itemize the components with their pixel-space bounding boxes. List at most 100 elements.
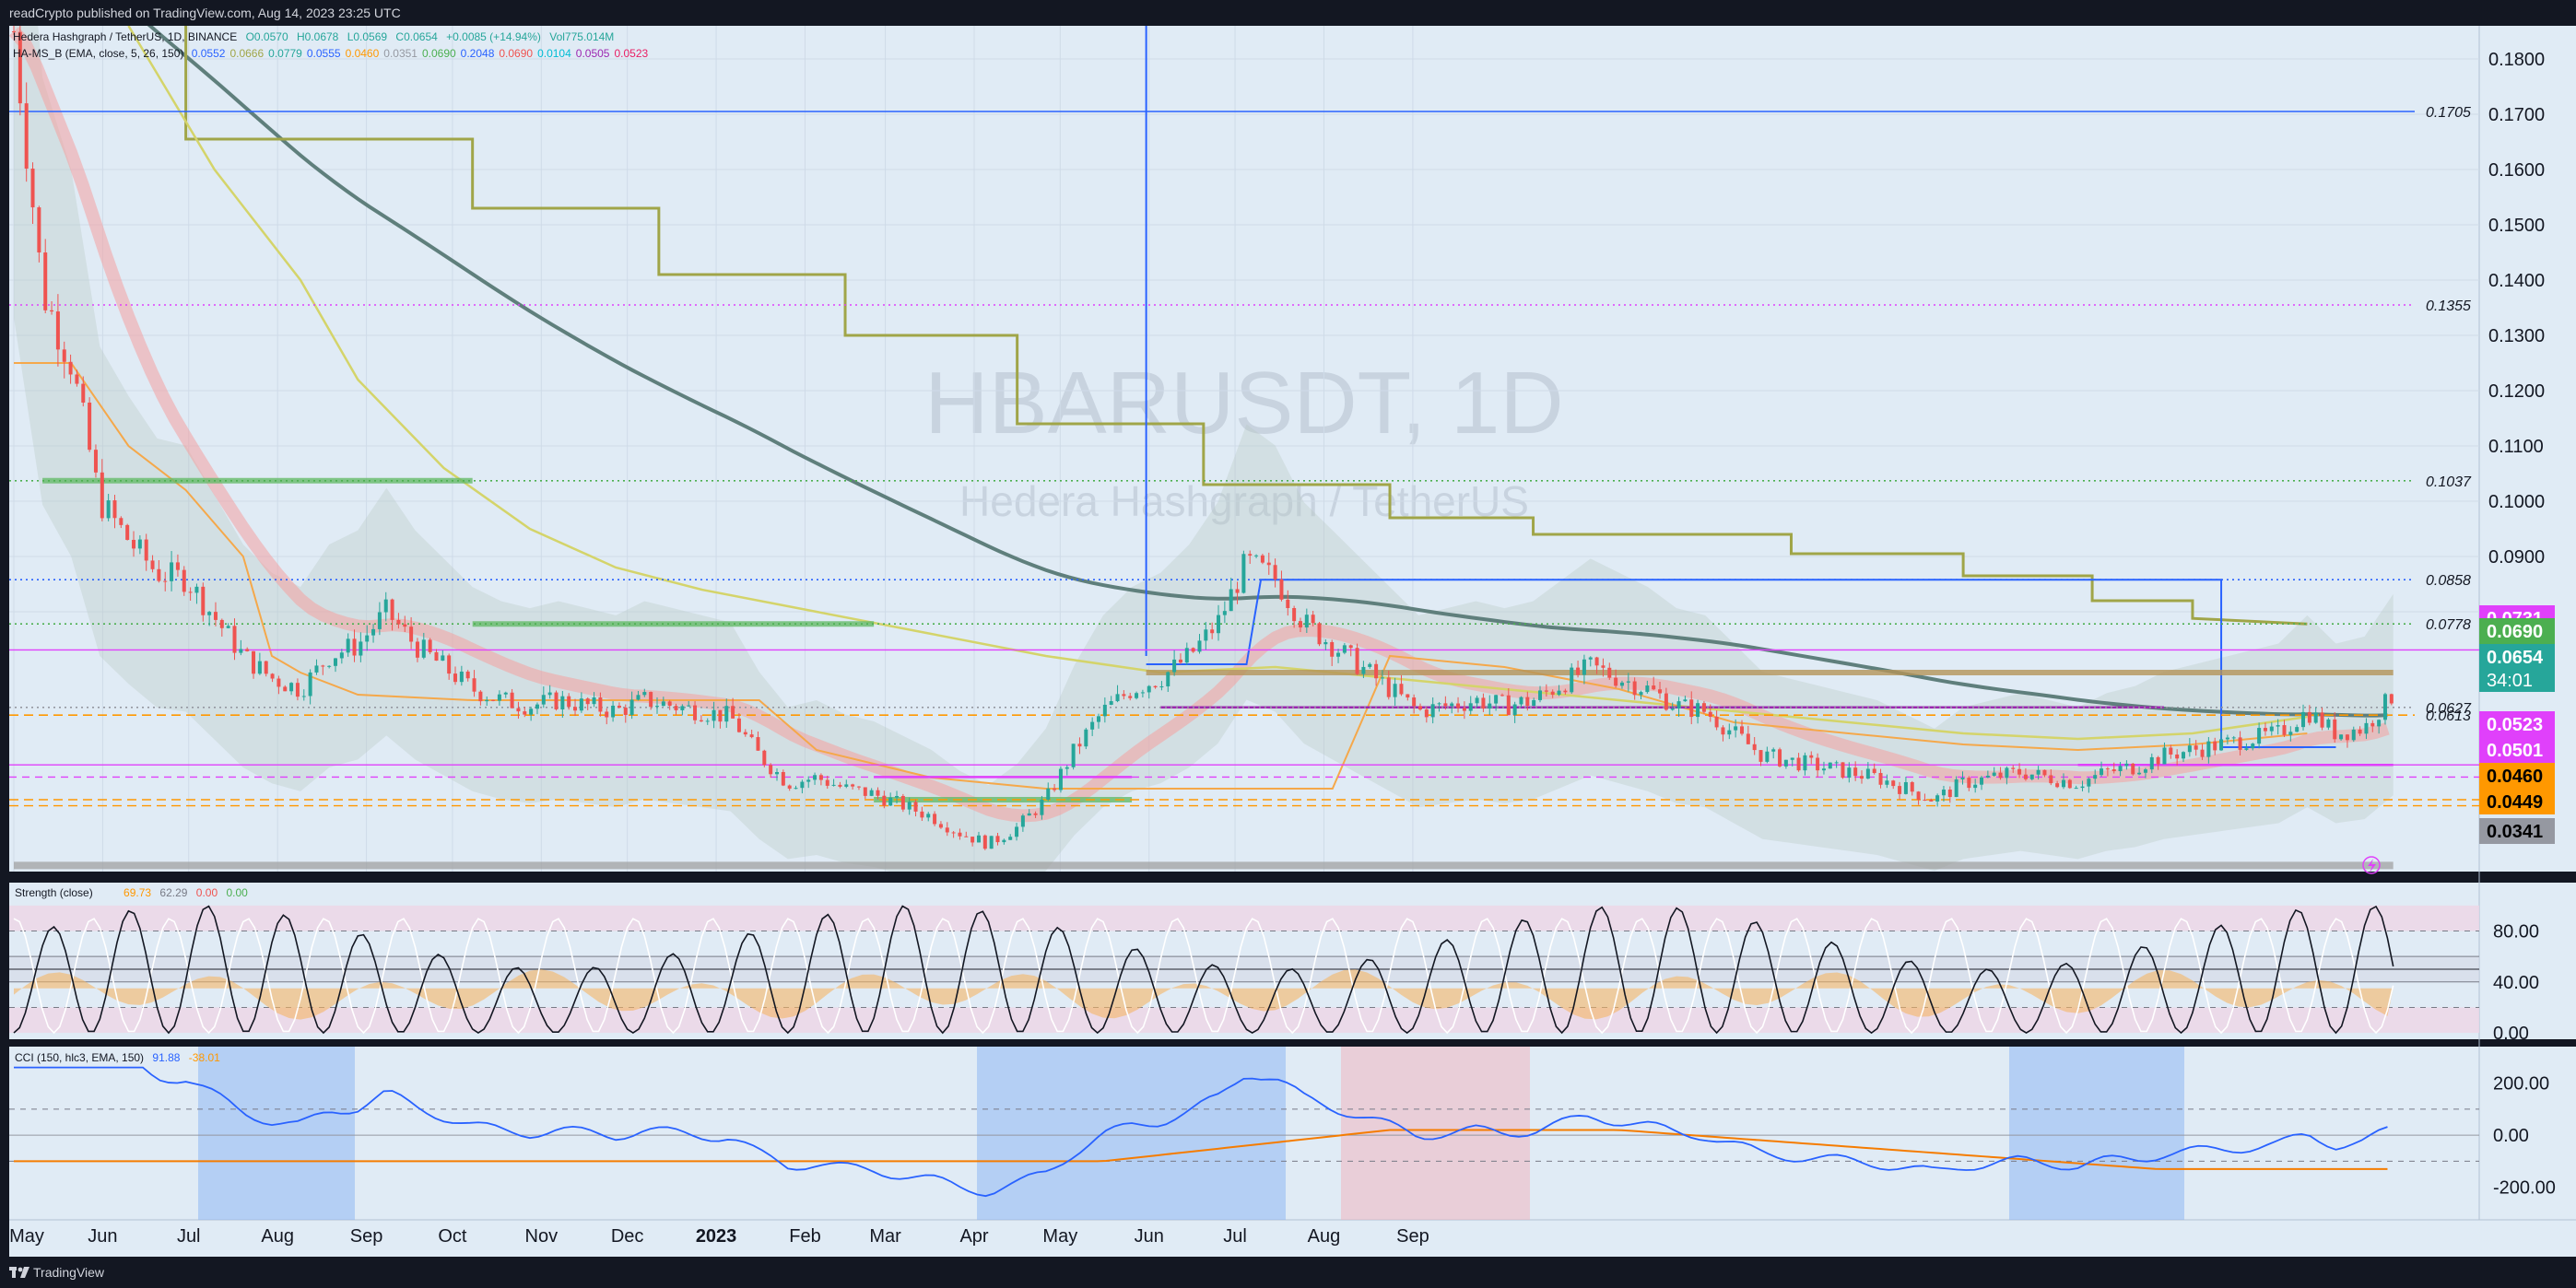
watermark-symbol: HBARUSDT, 1D — [924, 354, 1563, 452]
price-tick-label: 0.1500 — [2488, 216, 2545, 236]
publisher-caption: readCrypto published on TradingView.com,… — [9, 6, 401, 20]
legend-indicator-value: 0.0104 — [537, 47, 571, 60]
legend-volume: Vol775.014M — [549, 30, 614, 43]
legend-open: O0.0570 — [246, 30, 288, 43]
time-tick-label: Aug — [261, 1226, 294, 1247]
legend-indicator-value: 0.0505 — [576, 47, 610, 60]
time-tick-label: Dec — [611, 1226, 644, 1247]
strength-title: Strength (close) — [15, 886, 93, 899]
price-tick-label: 0.1200 — [2488, 381, 2545, 402]
legend-symbol: Hedera Hashgraph / TetherUS, 1D, BINANCE — [13, 30, 237, 43]
time-axis[interactable] — [9, 1220, 2576, 1257]
legend-indicator-value: 0.0779 — [268, 47, 302, 60]
countdown-label: 34:01 — [2487, 671, 2533, 691]
level-label: 0.1355 — [2426, 299, 2471, 314]
price-tag-label: 0.0654 — [2487, 648, 2544, 668]
legend-main: Hedera Hashgraph / TetherUS, 1D, BINANCE… — [13, 30, 649, 60]
legend-indicator-value: 0.2048 — [461, 47, 495, 60]
time-axis-labels: May Jun Jul Aug Sep Oct Nov Dec 2023 Feb Mar Apr May… — [9, 1226, 1429, 1247]
legend-close: C0.0654 — [395, 30, 438, 43]
lightning-icon[interactable] — [2362, 856, 2381, 874]
level-label: 0.0627 — [2426, 701, 2472, 717]
price-tick-label: 0.0900 — [2488, 547, 2545, 568]
legend-indicator-value: 0.0460 — [346, 47, 380, 60]
price-tag — [2479, 763, 2555, 789]
strength-val-3: 0.00 — [196, 886, 218, 899]
time-tick-label: Nov — [525, 1226, 559, 1247]
time-tick-label: Sep — [350, 1226, 383, 1247]
level-label: 0.1705 — [2426, 105, 2471, 121]
svg-text:HA-MS_B (EMA, close, 5, 26, 15: HA-MS_B (EMA, close, 5, 26, 150) 0.0552 0… — [13, 47, 649, 60]
strength-tick-label: 40.00 — [2493, 973, 2539, 993]
time-tick-label: Oct — [438, 1226, 467, 1247]
time-tick-label: Aug — [1308, 1226, 1341, 1247]
cci-tick-label: -200.00 — [2493, 1178, 2556, 1199]
strength-legend: Strength (close) 69.73 62.29 0.00 0.00 — [15, 886, 248, 899]
legend-indicator-value: 0.0552 — [192, 47, 226, 60]
level-label: 0.1037 — [2426, 474, 2472, 490]
time-tick-label: 2023 — [696, 1226, 737, 1247]
time-tick-label: Apr — [959, 1226, 988, 1247]
price-tick-label: 0.1100 — [2488, 437, 2544, 457]
strength-indicator: 0.00 40.00 80.00 — [9, 905, 2539, 1044]
cci-legend: CCI (150, hlc3, EMA, 150) 91.88 -38.01 — [15, 1051, 220, 1064]
legend-indicator-value: 0.0351 — [383, 47, 418, 60]
time-tick-label: Feb — [789, 1226, 820, 1247]
legend-low: L0.0569 — [347, 30, 388, 43]
strength-val-4: 0.00 — [227, 886, 249, 899]
svg-text:Hedera Hashgraph / TetherUS, 1: Hedera Hashgraph / TetherUS, 1D, BINANCE… — [13, 30, 614, 43]
time-tick-label: Jul — [177, 1226, 201, 1247]
price-axis-labels: 0.08000.09000.10000.11000.12000.13000.14… — [2488, 50, 2545, 623]
price-tag — [2479, 618, 2555, 644]
level-label: 0.0778 — [2426, 617, 2471, 633]
cci-tick-label: 0.00 — [2493, 1126, 2529, 1146]
cci-val-2: -38.01 — [189, 1051, 220, 1064]
price-tag-label: 0.0449 — [2487, 792, 2543, 813]
top-bar: readCrypto published on TradingView.com,… — [0, 0, 2576, 26]
price-tag-label: 0.0341 — [2487, 822, 2543, 842]
level-label: 0.0858 — [2426, 573, 2471, 589]
price-tick-label: 0.1000 — [2488, 492, 2545, 512]
strength-tick-label: 80.00 — [2493, 922, 2539, 943]
main-pane[interactable] — [9, 26, 2479, 872]
price-tag — [2479, 711, 2555, 737]
time-tick-label: May — [1042, 1226, 1077, 1247]
time-tick-label: Jul — [1223, 1226, 1247, 1247]
price-tick-label: 0.1600 — [2488, 160, 2545, 181]
cci-title: CCI (150, hlc3, EMA, 150) — [15, 1051, 144, 1064]
price-tick-label: 0.1800 — [2488, 50, 2545, 70]
cci-val-1: 91.88 — [152, 1051, 180, 1064]
price-tag-label: 0.0523 — [2487, 715, 2543, 735]
legend-indicator-value: 0.0690 — [499, 47, 533, 60]
strength-scale[interactable] — [2479, 883, 2576, 1039]
cci-scale[interactable] — [2479, 1047, 2576, 1220]
tradingview-logo-icon — [9, 1267, 29, 1278]
chart-area[interactable]: HBARUSDT, 1D Hedera Hashgraph / TetherUS… — [0, 0, 2576, 1257]
legend-indicator: HA-MS_B (EMA, close, 5, 26, 150) — [13, 47, 183, 60]
level-label: 0.0613 — [2426, 708, 2471, 724]
bottom-bar: TradingView — [0, 1257, 2576, 1288]
legend-indicator-value: 0.0666 — [229, 47, 264, 60]
time-tick-label: Jun — [1135, 1226, 1164, 1247]
price-tag — [2479, 818, 2555, 844]
price-tag-label: 0.0460 — [2487, 767, 2543, 787]
strength-val-2: 62.29 — [159, 886, 187, 899]
price-tag — [2479, 737, 2555, 763]
grid — [9, 26, 2479, 872]
price-tag — [2479, 644, 2555, 692]
time-tick-label: Jun — [88, 1226, 117, 1247]
cci-tick-label: 200.00 — [2493, 1074, 2549, 1095]
legend-change: +0.0085 (+14.94%) — [446, 30, 541, 43]
cci-indicator: -200.00 0.00 200.00 — [9, 1047, 2556, 1220]
price-tag — [2479, 789, 2555, 814]
strength-tick-label: 0.00 — [2493, 1024, 2529, 1044]
candles — [12, 26, 2394, 850]
price-tick-label: 0.1300 — [2488, 326, 2545, 346]
legend-indicator-value: 0.0690 — [422, 47, 456, 60]
price-tick-label: 0.1400 — [2488, 271, 2545, 291]
price-tag-label: 0.0690 — [2487, 622, 2543, 642]
price-tick-label: 0.1700 — [2488, 105, 2545, 125]
legend-indicator-value: 0.0523 — [614, 47, 648, 60]
price-tag-label: 0.0501 — [2487, 741, 2543, 761]
time-tick-label: Mar — [869, 1226, 901, 1247]
